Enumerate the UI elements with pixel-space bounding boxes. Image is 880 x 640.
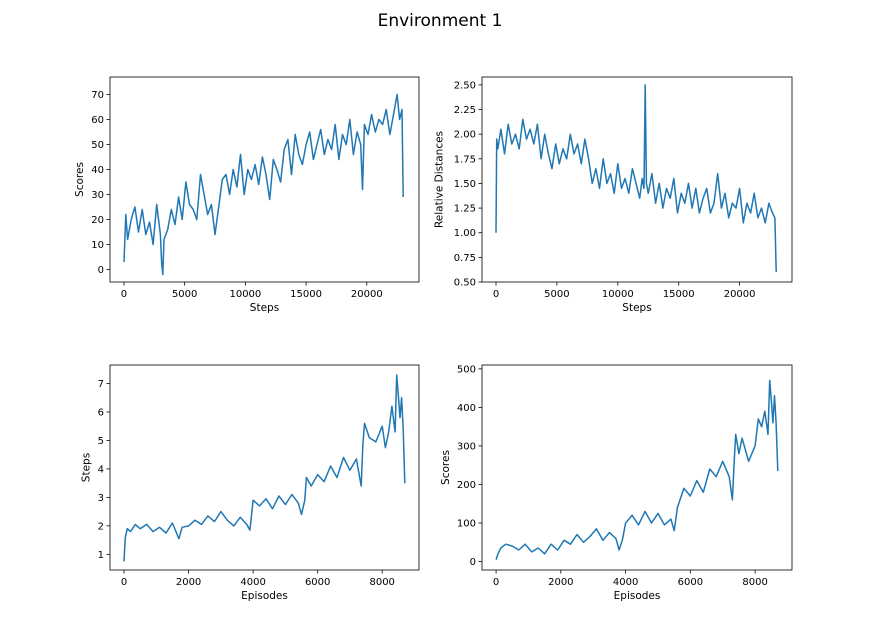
x-tick-label-bottom-left: 0 [121,577,127,588]
y-tick-label-bottom-left: 3 [98,493,104,504]
y-tick-label-bottom-left: 4 [98,464,104,475]
x-tick-label-top-right: 0 [493,289,499,300]
axes-frame-top-right [481,76,793,283]
subplot-bottom-right: 0 2000 4000 6000 8000 0 100 200 300 400 500 Episode… [440,364,793,602]
y-tick-label-bottom-right: 300 [457,441,476,452]
series-line-bottom-right [495,379,779,560]
y-tick-label-bottom-right: 200 [457,480,476,491]
axes-frame-bottom-left [109,364,420,571]
x-tick-label-bottom-right: 0 [493,577,499,588]
subplot-grid: 0 5000 10000 15000 20000010203040506070Steps… [74,76,793,602]
x-tick-label-bottom-left: 8000 [369,577,394,588]
y-tick-label-bottom-left: 1 [98,550,104,561]
x-tick-label-top-left: 10000 [229,289,261,300]
x-tick-label-bottom-right: 6000 [678,577,703,588]
x-tick-label-top-left: 5000 [172,289,197,300]
y-tick-label-bottom-right: 0 [470,557,476,568]
subplot-bottom-left: 0 2000 4000 6000 8000 1 2 3 4 5 6 7 Episodes Steps [81,364,420,602]
y-axis-label-top-left: Scores [74,162,86,197]
y-tick-label-top-right: 0.50 [454,278,476,289]
y-tick-label-bottom-left: 6 [98,407,104,418]
y-tick-label-top-left: 30 [91,190,104,201]
figure-title: Environment 1 [378,11,503,31]
y-tick-label-top-right: 1.00 [454,228,476,239]
x-tick-label-top-left: 20000 [351,289,383,300]
x-tick-label-bottom-left: 6000 [305,577,330,588]
series-line-top-right [495,84,777,273]
series-line-top-left [123,93,404,276]
x-axis-label-top-right: Steps [622,302,651,314]
y-tick-label-top-left: 50 [91,140,104,151]
y-tick-label-top-left: 0 [98,265,104,276]
y-tick-label-bottom-right: 400 [457,403,476,414]
x-tick-label-bottom-right: 4000 [613,577,638,588]
x-tick-label-bottom-left: 2000 [176,577,201,588]
y-axis-label-bottom-right: Scores [440,450,452,485]
y-tick-label-top-right: 1.75 [454,154,476,165]
y-tick-label-top-right: 1.25 [454,204,476,215]
x-tick-label-top-right: 5000 [544,289,569,300]
y-tick-label-top-right: 1.50 [454,179,476,190]
x-axis-label-bottom-left: Episodes [241,590,288,602]
y-tick-label-bottom-right: 100 [457,518,476,529]
y-tick-label-top-left: 60 [91,115,104,126]
x-tick-label-bottom-right: 8000 [742,577,767,588]
x-tick-label-top-right: 10000 [602,289,634,300]
y-tick-label-top-left: 40 [91,165,104,176]
y-tick-label-top-right: 2.50 [454,80,476,91]
y-axis-label-top-right: Relative Distances [433,131,445,228]
x-tick-label-top-left: 0 [121,289,127,300]
x-tick-label-top-right: 20000 [724,289,756,300]
subplot-top-left: 0 5000 10000 15000 20000 0 10 20 30 40 50 60 70 Steps… [74,76,420,314]
x-axis-label-top-left: Steps [250,302,279,314]
subplot-top-right: 0 5000 10000 15000 20000 0.50 0.75 1.00 1.25 1.50… [433,76,793,314]
y-axis-label-bottom-left: Steps [81,453,93,482]
y-tick-label-top-right: 2.25 [454,105,476,116]
y-tick-label-top-left: 10 [91,240,104,251]
x-axis-label-bottom-right: Episodes [614,590,661,602]
y-tick-label-bottom-left: 7 [98,379,104,390]
series-line-bottom-left [123,374,406,562]
y-tick-label-top-left: 70 [91,90,104,101]
y-tick-label-top-left: 20 [91,215,104,226]
x-tick-label-top-left: 15000 [290,289,322,300]
y-tick-label-bottom-left: 2 [98,521,104,532]
x-tick-label-bottom-left: 4000 [240,577,265,588]
axes-frame-top-left [109,76,420,283]
x-tick-label-top-right: 15000 [663,289,695,300]
x-tick-label-bottom-right: 2000 [548,577,573,588]
y-tick-label-bottom-left: 5 [98,436,104,447]
y-tick-label-bottom-right: 500 [457,364,476,375]
y-tick-label-top-right: 0.75 [454,253,476,264]
y-tick-label-top-right: 2.00 [454,130,476,141]
axes-frame-bottom-right [481,364,793,571]
